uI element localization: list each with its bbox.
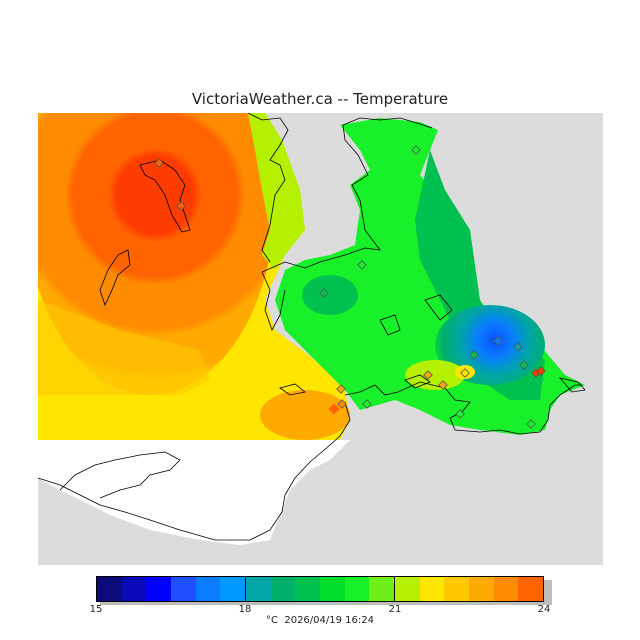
yellow-green-spot: [405, 360, 465, 390]
map-title: VictoriaWeather.ca -- Temperature: [191, 90, 449, 108]
cool-spot: [435, 305, 545, 385]
colorbar-cell: [395, 577, 420, 601]
colorbar-cell: [97, 577, 122, 601]
station-marker[interactable]: [423, 370, 433, 380]
station-marker[interactable]: [526, 419, 536, 429]
timestamp: 2026/04/19 16:24: [284, 615, 374, 626]
station-marker[interactable]: [469, 350, 479, 360]
warm-zone-lower: [38, 300, 210, 395]
colorbar-cell: [320, 577, 345, 601]
station-marker[interactable]: [357, 260, 367, 270]
colorbar-cell: [444, 577, 470, 601]
colorbar-cell: [518, 577, 544, 601]
colorbar-cell: [469, 577, 494, 601]
colorbar-cell: [295, 577, 321, 601]
colorbar-shadow: [544, 580, 552, 604]
colorbar-shadow: [100, 602, 552, 605]
station-marker[interactable]: [336, 384, 346, 394]
temperature-field-strait: [248, 113, 305, 270]
station-marker[interactable]: [337, 399, 347, 409]
colorbar-cell: [246, 577, 271, 601]
no-coverage-area: [38, 440, 350, 545]
unit-label: °C: [266, 615, 278, 626]
station-marker[interactable]: [493, 336, 503, 346]
station-marker[interactable]: [513, 342, 523, 352]
colorbar-cell: [270, 577, 296, 601]
station-marker[interactable]: [411, 145, 421, 155]
colorbar-cell: [220, 577, 247, 601]
station-marker[interactable]: [455, 409, 465, 419]
colorbar-cell: [493, 577, 519, 601]
station-marker[interactable]: [438, 380, 448, 390]
station-marker[interactable]: [519, 360, 529, 370]
station-marker[interactable]: [460, 368, 470, 378]
colorbar-cell: [195, 577, 221, 601]
colorbar-cell: [344, 577, 370, 601]
footer: °C 2026/04/19 16:24: [0, 615, 640, 626]
colorbar-label-21: 21: [388, 604, 402, 615]
station-marker[interactable]: [536, 366, 546, 376]
station-markers[interactable]: [154, 145, 546, 429]
station-marker[interactable]: [319, 288, 329, 298]
colorbar-cell: [171, 577, 196, 601]
colorbar-label-max: 24: [537, 604, 551, 615]
green-spot-west: [302, 275, 358, 315]
colorbar-label-18: 18: [238, 604, 252, 615]
temperature-colorbar: [96, 576, 544, 602]
colorbar-cell: [146, 577, 172, 601]
colorbar-cell: [121, 577, 147, 601]
colorbar-cell: [369, 577, 396, 601]
station-marker[interactable]: [328, 403, 340, 415]
coastlines: [38, 113, 586, 541]
station-marker[interactable]: [362, 399, 372, 409]
station-marker[interactable]: [176, 201, 186, 211]
colorbar-label-min: 15: [89, 604, 103, 615]
cooler-zone: [415, 150, 545, 400]
warm-spot-south: [260, 390, 350, 440]
station-marker[interactable]: [154, 158, 164, 168]
colorbar-cell: [419, 577, 445, 601]
